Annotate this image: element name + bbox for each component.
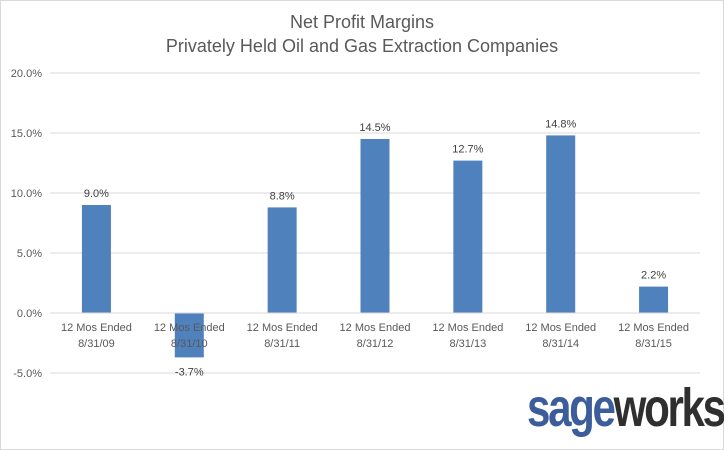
data-label: 14.5% [359, 122, 390, 134]
bar [639, 286, 669, 313]
x-tick-label: 8/31/09 [78, 338, 115, 350]
x-tick-label: 12 Mos Ended [247, 322, 318, 334]
x-tick-label: 8/31/13 [450, 338, 487, 350]
logo-part-works: works [613, 378, 724, 438]
y-tick-label: 20.0% [11, 68, 42, 80]
data-label: 9.0% [84, 188, 109, 200]
chart-title-line-2: Privately Held Oil and Gas Extraction Co… [165, 36, 559, 56]
logo-part-sage: sage [527, 378, 616, 438]
data-label: 14.8% [545, 118, 576, 130]
data-label: 8.8% [270, 190, 295, 202]
x-tick-label: 8/31/10 [171, 338, 208, 350]
y-tick-label: 0.0% [17, 308, 42, 320]
y-tick-label: 15.0% [11, 128, 42, 140]
x-tick-label: 12 Mos Ended [525, 322, 596, 334]
bar [546, 135, 576, 313]
x-tick-label: 12 Mos Ended [618, 322, 689, 334]
bar [453, 160, 483, 313]
sageworks-logo: sageworks® [527, 378, 724, 438]
data-label: 2.2% [641, 270, 666, 282]
bar [267, 207, 297, 313]
x-tick-label: 12 Mos Ended [340, 322, 411, 334]
chart-title-line-1: Net Profit Margins [289, 12, 435, 32]
bar [81, 205, 111, 313]
data-label: 12.7% [452, 144, 483, 156]
data-label: -3.7% [175, 366, 204, 378]
y-tick-label: 5.0% [17, 248, 42, 260]
y-tick-label: -5.0% [13, 368, 42, 380]
x-tick-label: 12 Mos Ended [61, 322, 132, 334]
bar [174, 313, 204, 358]
x-tick-label: 8/31/14 [542, 338, 579, 350]
x-tick-label: 8/31/11 [264, 338, 300, 350]
bar [360, 139, 390, 313]
x-tick-label: 12 Mos Ended [432, 322, 503, 334]
x-tick-label: 8/31/15 [635, 338, 672, 350]
x-tick-label: 12 Mos Ended [154, 322, 225, 334]
y-tick-label: 10.0% [11, 188, 42, 200]
x-tick-label: 8/31/12 [357, 338, 394, 350]
